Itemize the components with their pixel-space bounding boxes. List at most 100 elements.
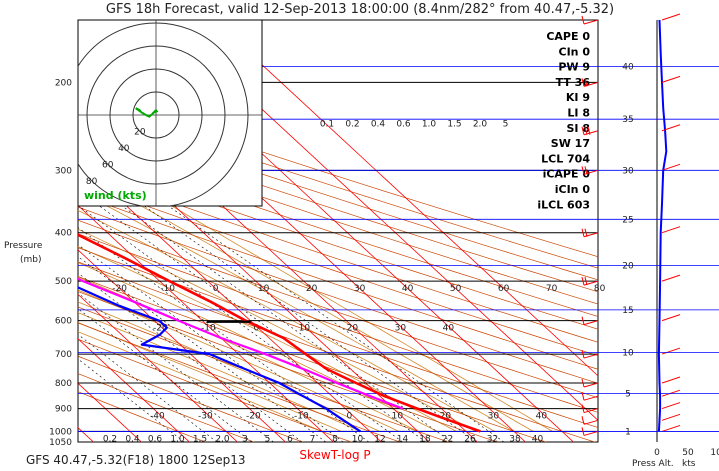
wind-barb-700 [581, 349, 599, 359]
mixing-ratio-label-bottom: 40 [532, 434, 544, 444]
wind-barbs [581, 15, 599, 436]
mixing-ratio-label-bottom: 12 [374, 434, 385, 444]
wind-panel-barb [661, 163, 681, 171]
mixing-ratio-label-bottom: 0.4 [125, 434, 140, 444]
barb-shaft [583, 320, 599, 326]
isotherm-label-bottom: -20 [246, 412, 261, 422]
mixing-ratio-label-bottom: 38 [509, 434, 521, 444]
dry-adiabat-20 [78, 291, 499, 442]
barb-flag [584, 126, 588, 135]
pressure-tick-700: 700 [55, 350, 72, 360]
mixing-ratio-label-top: 1.5 [447, 119, 461, 129]
x-axis-label: SkewT-log P [299, 448, 370, 462]
dry-adiabat-180 [78, 89, 598, 258]
hodograph-ring-label: 80 [86, 177, 98, 187]
isotherm--40 [78, 338, 191, 442]
mixing-ratio-label-bottom: 3 [242, 434, 248, 444]
wind-barb-150 [581, 15, 599, 25]
grid-labels: -20 -10 0 10 20 30 40 50 60 70 80-20 -10 0 10 20 30 40-4… [103, 119, 606, 444]
isotherm-label-mid: -20 [153, 324, 168, 334]
barb-flag [581, 15, 585, 25]
barb-flag [581, 126, 585, 135]
wind-barb-950 [581, 416, 599, 425]
dry-adiabat--10 [78, 338, 353, 442]
isotherm-label-bottom: -10 [294, 412, 309, 422]
isotherm-label-top: 60 [498, 284, 510, 294]
isotherm--80 [0, 5, 8, 452]
barb-shaft [583, 353, 599, 359]
wind-speed-line [657, 19, 668, 432]
hodograph-label: wind (kts) [84, 189, 147, 202]
wind-axis-label: kts [682, 459, 696, 469]
barb-flag [581, 392, 585, 401]
index-8: LCL 704 [541, 152, 590, 165]
wind-panel-barb [661, 75, 681, 83]
isotherm-label-top: 50 [450, 284, 462, 294]
dry-adiabat-60 [78, 233, 598, 413]
barb-flag [581, 228, 585, 237]
isotherm-label-top: 80 [594, 284, 606, 294]
mixing-ratio-label-bottom: 0.6 [148, 434, 163, 444]
mixing-ratio-label-bottom: 6 [287, 434, 293, 444]
barb-shaft [583, 395, 599, 401]
wind-barb-600 [581, 316, 599, 326]
mixing-ratio-label-bottom: 26 [464, 434, 476, 444]
dry-adiabat-70 [78, 219, 598, 399]
mixing-ratio-label-top: 5 [503, 119, 509, 129]
dry-adiabat-10 [78, 306, 450, 442]
dry-adiabat--20 [78, 355, 304, 442]
height-tick-1: 1 [625, 427, 631, 437]
mixing-ratio-label-bottom: 0.2 [103, 434, 117, 444]
mixing-ratio-label-bottom: 8 [332, 434, 338, 444]
wind-barb-500 [581, 276, 599, 286]
index-2: PW 9 [558, 61, 590, 74]
hodograph-ring-label: 60 [102, 161, 114, 171]
dry-adiabat-90 [78, 193, 598, 370]
wind-axis-tick-100: 100 [710, 448, 719, 458]
isotherm-label-bottom: 30 [488, 412, 500, 422]
index-3: TT 36 [556, 76, 591, 89]
sounding-profiles [78, 233, 481, 433]
index-1: CIn 0 [559, 45, 591, 58]
isotherm-label-mid: 0 [253, 324, 259, 334]
temperature-profile [78, 233, 481, 433]
pressure-tick-400: 400 [55, 229, 72, 239]
wind-speed-axis: 0 50 100 [654, 448, 719, 458]
barb-shaft [583, 19, 599, 25]
wind-barb-400 [581, 228, 599, 238]
height-tick-40: 40 [622, 63, 634, 73]
isotherms [0, 5, 598, 452]
alt-axis-sublabel: Press Alt. [632, 459, 674, 469]
wind-panel-barb [661, 389, 681, 397]
isotherm-label-top: 40 [402, 284, 414, 294]
hodograph-ring-label: 20 [134, 128, 146, 138]
dry-adiabat--30 [78, 373, 255, 442]
height-tick-25: 25 [622, 215, 633, 225]
barb-flag [587, 126, 591, 135]
moist-adiabat--6 [78, 322, 342, 432]
hodograph-ring-label: 40 [118, 144, 130, 154]
isotherm-label-top: -20 [112, 284, 127, 294]
isotherm-label-top: 0 [213, 284, 219, 294]
wind-barb-1000 [581, 427, 599, 436]
wind-barb-850 [581, 392, 599, 401]
mixing-ratio-2 [78, 244, 344, 442]
barb-flag [581, 404, 585, 413]
isotherm-10 [78, 116, 431, 442]
index-11: iLCL 603 [537, 198, 590, 211]
mixing-ratio-0.4 [78, 308, 253, 442]
barb-flag [581, 316, 585, 325]
wind-barb-900 [581, 404, 599, 414]
barb-flag [584, 166, 588, 175]
y-axis-label-line1: Pressure [4, 241, 43, 251]
dry-adiabat-0 [78, 322, 401, 442]
isotherm--30 [78, 293, 239, 442]
barb-flag [584, 78, 588, 87]
barb-flag [584, 276, 588, 286]
height-tick-10: 10 [622, 349, 634, 359]
hodograph-trace [135, 107, 159, 118]
footer-caption: GFS 40.47,-5.32(F18) 1800 12Sep13 [26, 453, 246, 467]
index-9: iCAPE 0 [543, 168, 591, 181]
